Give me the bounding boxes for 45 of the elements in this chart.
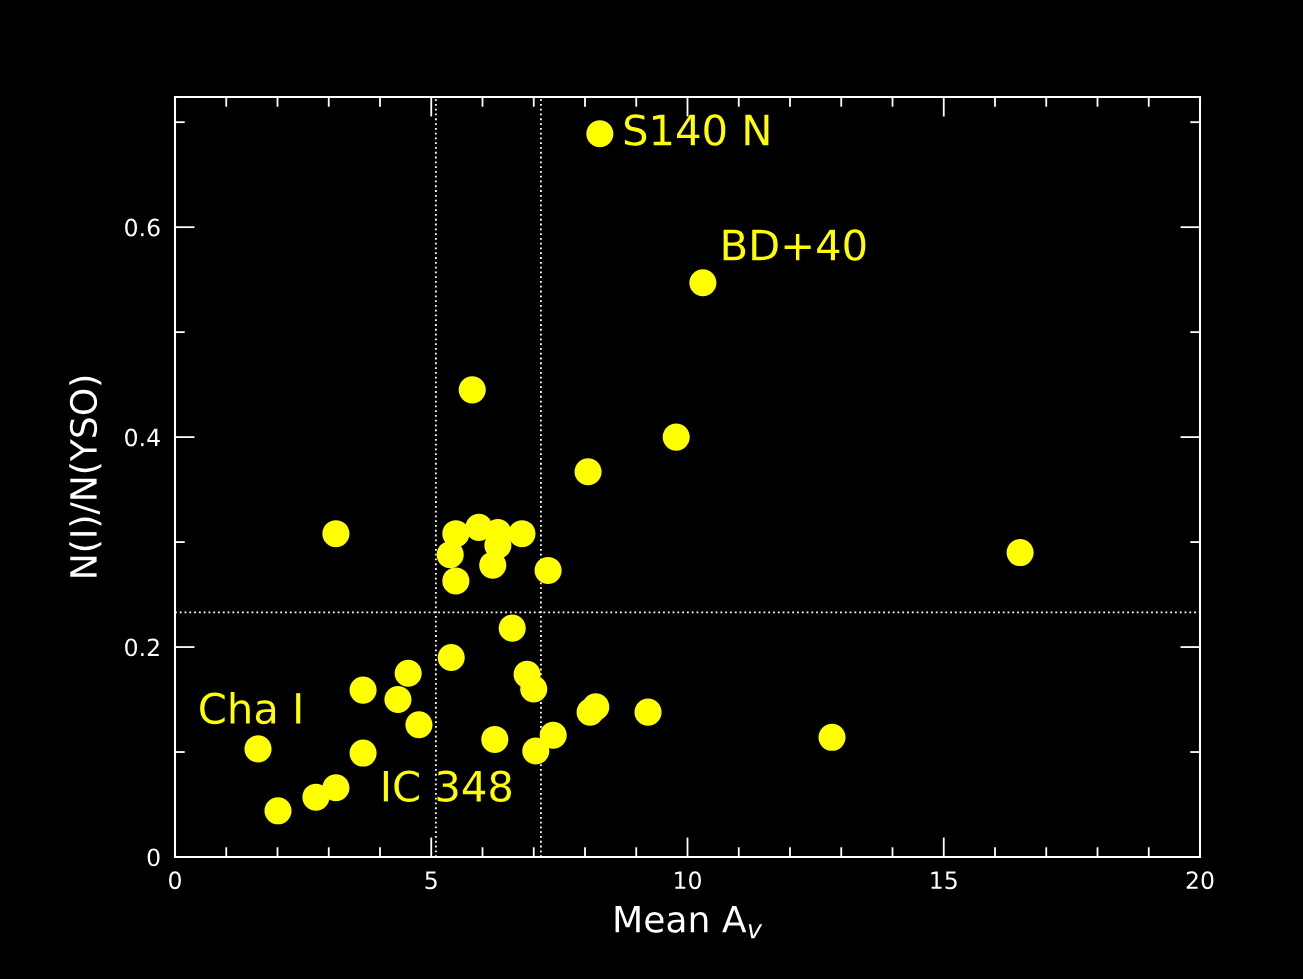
point: [479, 551, 507, 579]
point: [689, 269, 717, 297]
point: [264, 797, 292, 825]
y-tick-label: 0.4: [125, 428, 160, 447]
point: [498, 614, 526, 642]
y-tick-label: 0.6: [125, 218, 160, 237]
point: [582, 693, 610, 721]
point: [436, 541, 464, 569]
x-tick-label: 10: [675, 871, 701, 890]
x-tick-label: 0: [169, 871, 181, 890]
x-tick-label: 15: [931, 871, 957, 890]
point: [405, 711, 433, 739]
point: [818, 723, 846, 751]
annotation: Cha I: [200, 691, 301, 725]
annotation: IC 348: [383, 770, 512, 802]
point: [1006, 539, 1034, 567]
x-axis-title: Mean A$_{v}$: [615, 905, 763, 939]
point: [522, 737, 550, 765]
point: [520, 675, 548, 703]
point: [322, 774, 350, 802]
annotation: BD+40: [723, 229, 866, 261]
y-tick-label: 0: [147, 848, 160, 867]
point: [574, 458, 602, 486]
point: [634, 698, 662, 726]
x-tick-label: 5: [425, 871, 437, 890]
point: [384, 686, 412, 714]
point: [302, 783, 330, 811]
point: [322, 520, 350, 548]
point: [244, 735, 272, 763]
point: [586, 120, 614, 148]
point: [481, 725, 509, 753]
point: [539, 721, 567, 749]
point: [349, 739, 377, 767]
y-axis-title: N(I)/N(YSO): [69, 376, 102, 577]
y-tick-label: 0.2: [125, 638, 159, 657]
point: [662, 423, 690, 451]
point: [394, 659, 422, 687]
annotation: S140 N: [624, 114, 769, 146]
point: [437, 644, 465, 672]
point: [534, 556, 562, 584]
point: [442, 567, 470, 595]
point: [349, 676, 377, 704]
point: [508, 520, 536, 548]
x-tick-label: 20: [1186, 871, 1214, 890]
point: [458, 376, 486, 404]
